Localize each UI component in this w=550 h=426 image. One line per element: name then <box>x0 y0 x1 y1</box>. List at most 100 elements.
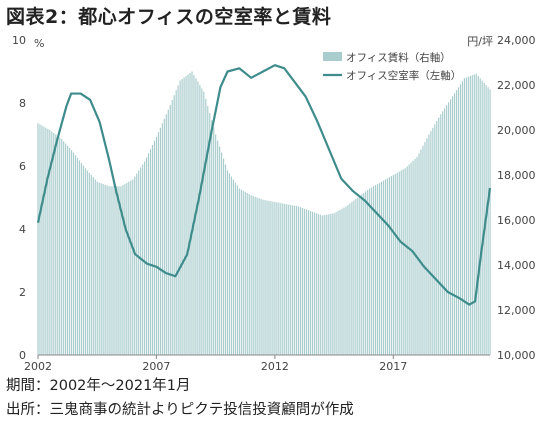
legend-rent-swatch <box>323 52 342 61</box>
rent-bar <box>120 186 122 355</box>
rent-bar <box>163 118 165 355</box>
rent-bar <box>215 134 217 355</box>
rent-bar <box>183 77 185 355</box>
rent-bar <box>420 149 422 355</box>
rent-bar <box>422 145 424 355</box>
rent-bar <box>394 173 396 355</box>
rent-bar <box>138 170 140 355</box>
rent-bar <box>448 102 450 355</box>
rent-bar <box>69 148 71 355</box>
rent-bar <box>398 171 400 356</box>
rent-bar <box>98 182 100 355</box>
rent-bar <box>155 136 158 355</box>
rent-bar <box>43 126 45 356</box>
legend-vacancy-label: オフィス空室率（左軸） <box>346 69 461 82</box>
x-tick-label: 2017 <box>379 360 407 370</box>
rent-bar <box>213 127 215 355</box>
rent-bar <box>329 214 331 355</box>
rent-bar <box>337 211 339 355</box>
rent-bar <box>272 201 274 355</box>
rent-bar <box>465 77 467 355</box>
rent-bar <box>250 195 252 355</box>
rent-bar <box>238 188 240 355</box>
left-axis-ticks: 0 2 4 6 8 10 <box>12 34 26 362</box>
rent-bar <box>228 173 231 355</box>
rent-bar <box>284 203 286 355</box>
rent-bar <box>86 170 88 355</box>
rent-bar <box>428 134 430 355</box>
rent-bar <box>59 137 61 355</box>
rent-bar <box>359 196 361 355</box>
rent-bar <box>124 184 126 355</box>
rent-bar <box>232 179 235 355</box>
rent-bar <box>266 200 268 355</box>
rent-bar <box>298 206 300 355</box>
rent-bar <box>400 170 402 355</box>
rent-bar <box>72 152 75 355</box>
rent-bar <box>191 71 193 355</box>
rent-bar <box>319 214 321 355</box>
rent-bar <box>276 202 278 355</box>
rent-bar <box>477 76 479 355</box>
left-tick-label: 4 <box>19 223 26 236</box>
rent-bar <box>450 99 452 355</box>
rent-bar <box>169 104 171 355</box>
rent-bar <box>371 187 373 355</box>
rent-bar <box>288 204 290 355</box>
rent-bar <box>70 150 73 355</box>
rent-bar <box>396 172 398 355</box>
rent-bar <box>376 184 379 355</box>
rent-bar <box>236 185 238 355</box>
rent-bar <box>475 73 477 355</box>
rent-bar <box>483 82 485 356</box>
right-tick-label: 18,000 <box>497 169 536 182</box>
rent-bar <box>426 138 428 355</box>
rent-bar <box>323 215 325 355</box>
right-axis-ticks: 10,000 12,000 14,000 16,000 18,000 20,000 22,0… <box>497 34 536 362</box>
rent-bar <box>197 81 199 356</box>
left-tick-label: 10 <box>12 34 26 47</box>
rent-bar <box>57 136 59 355</box>
rent-bar <box>84 168 86 355</box>
rent-bar <box>187 74 189 355</box>
left-tick-label: 0 <box>19 349 26 362</box>
rent-bar <box>240 189 242 355</box>
rent-bar <box>258 198 260 355</box>
rent-bar <box>406 166 408 355</box>
rent-bar <box>432 127 434 355</box>
rent-bar <box>290 205 292 355</box>
rent-bar <box>37 123 39 355</box>
rent-bar <box>262 199 264 355</box>
rent-bar <box>457 87 460 355</box>
rent-bar <box>106 185 108 355</box>
rent-bar <box>153 140 156 355</box>
rent-bar <box>424 142 426 355</box>
rent-bar <box>104 184 106 355</box>
rent-bar <box>92 177 94 355</box>
rent-bar <box>189 73 191 355</box>
rent-bar <box>130 180 132 355</box>
rent-bar <box>280 203 282 356</box>
rent-bar <box>461 81 464 355</box>
rent-bar <box>317 214 319 355</box>
rent-bar <box>414 158 416 355</box>
rent-bar <box>286 204 288 355</box>
rent-bar <box>211 120 213 355</box>
rent-bar <box>219 146 221 355</box>
rent-bar <box>438 117 440 356</box>
rent-bar <box>446 105 448 355</box>
rent-bar <box>252 196 254 355</box>
rent-bar <box>357 197 359 355</box>
rent-bar <box>47 128 49 355</box>
rent-bar <box>234 182 236 355</box>
rent-bar <box>173 95 175 356</box>
rent-bar <box>161 123 163 355</box>
x-tick-label: 2002 <box>24 360 52 370</box>
rent-bar <box>479 78 481 355</box>
rent-bar <box>193 74 195 356</box>
rent-bar <box>402 169 404 355</box>
x-tick-label: 2007 <box>142 360 170 370</box>
rent-bar <box>321 215 323 355</box>
rent-bar <box>471 75 473 355</box>
right-tick-label: 24,000 <box>497 34 536 47</box>
